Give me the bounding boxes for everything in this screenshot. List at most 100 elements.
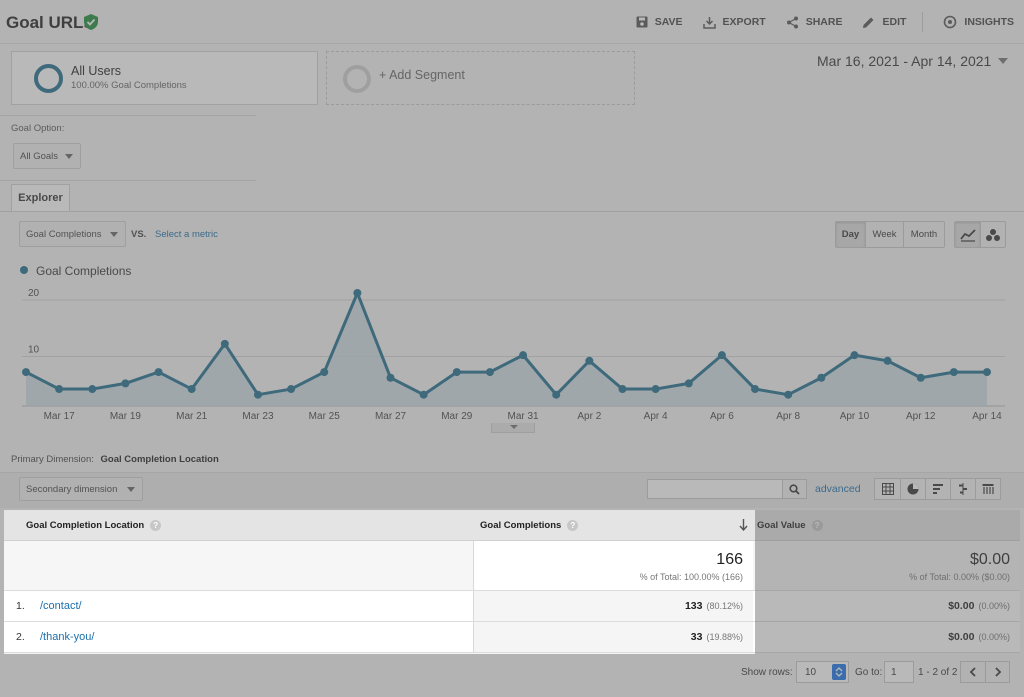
data-point bbox=[850, 351, 859, 360]
share-label: SHARE bbox=[805, 16, 843, 28]
pivot-icon bbox=[982, 484, 994, 494]
secondary-dimension-label: Secondary dimension bbox=[26, 483, 118, 495]
goal-completions-line-chart: 10 20 Mar 17 Mar 19 Mar 21 Mar 23 Mar 25 Mar 27… bbox=[22, 288, 1005, 422]
x-tick-label: Mar 31 bbox=[508, 411, 540, 422]
data-point bbox=[817, 373, 826, 382]
totals-completions-cell: 166 % of Total: 100.00% (166) bbox=[473, 541, 753, 590]
table-view-toggle bbox=[874, 478, 1001, 500]
save-button[interactable]: SAVE bbox=[636, 16, 683, 28]
vs-label: VS. bbox=[131, 229, 147, 240]
metric-dropdown[interactable]: Goal Completions bbox=[19, 221, 126, 247]
legend-series-dot bbox=[20, 266, 28, 274]
segment-all-users[interactable]: All Users 100.00% Goal Completions bbox=[11, 51, 318, 105]
completions-count: 33 bbox=[690, 631, 703, 643]
help-icon[interactable]: ? bbox=[811, 520, 823, 531]
show-rows-value: 10 bbox=[805, 667, 817, 678]
tab-underline bbox=[0, 211, 1024, 212]
date-range-picker[interactable]: Mar 16, 2021 - Apr 14, 2021 bbox=[817, 53, 992, 69]
pivot-view-button[interactable] bbox=[975, 479, 1000, 499]
x-tick-label: Mar 19 bbox=[110, 411, 142, 422]
goto-label: Go to: bbox=[855, 667, 883, 678]
chart-resize-handle[interactable] bbox=[491, 423, 535, 433]
totals-completions-pct: % of Total: 100.00% (166) bbox=[639, 572, 743, 582]
data-point bbox=[220, 339, 229, 348]
series-line bbox=[25, 291, 987, 397]
location-link[interactable]: /thank-you/ bbox=[40, 631, 95, 643]
primary-dimension-label: Primary Dimension: bbox=[11, 454, 94, 465]
export-button[interactable]: EXPORT bbox=[702, 16, 766, 29]
totals-row: 166 % of Total: 100.00% (166) $0.00 % of… bbox=[4, 541, 1020, 591]
location-cell: 1. /contact/ bbox=[4, 591, 473, 621]
line-chart-button[interactable] bbox=[955, 222, 980, 247]
x-tick-label: Mar 17 bbox=[44, 411, 76, 422]
chevron-right-icon bbox=[994, 667, 1001, 677]
x-tick-label: Apr 8 bbox=[776, 411, 800, 422]
data-point bbox=[386, 373, 395, 382]
data-point bbox=[717, 351, 726, 360]
column-header-value[interactable]: Goal Value ? bbox=[757, 510, 823, 541]
select-metric-link[interactable]: Select a metric bbox=[155, 229, 218, 240]
goal-option-dropdown[interactable]: All Goals bbox=[13, 143, 81, 169]
data-point bbox=[22, 368, 30, 377]
table-row: 2. /thank-you/ 33 (19.88%) $0.00 (0.00%) bbox=[4, 622, 1020, 653]
data-point bbox=[419, 390, 428, 399]
percentage-view-button[interactable] bbox=[900, 479, 925, 499]
totals-value: $0.00 bbox=[969, 551, 1010, 568]
actions-divider bbox=[922, 12, 924, 32]
comparison-view-button[interactable] bbox=[950, 479, 975, 499]
share-button[interactable]: SHARE bbox=[786, 16, 843, 29]
totals-value-pct: % of Total: 0.00% ($0.00) bbox=[909, 572, 1010, 582]
totals-label-cell bbox=[4, 541, 473, 590]
insights-icon bbox=[944, 15, 957, 29]
search-button[interactable] bbox=[782, 480, 806, 498]
performance-view-button[interactable] bbox=[925, 479, 950, 499]
add-segment-button[interactable]: + Add Segment bbox=[326, 51, 635, 105]
goal-value-amount: $0.00 bbox=[948, 600, 975, 612]
row-number: 1. bbox=[16, 600, 25, 612]
column-header-location[interactable]: Goal Completion Location ? bbox=[26, 510, 162, 541]
prev-page-button[interactable] bbox=[961, 662, 985, 682]
chevron-down-icon[interactable] bbox=[998, 58, 1008, 64]
next-page-button[interactable] bbox=[985, 662, 1009, 682]
edit-button[interactable]: EDIT bbox=[862, 16, 906, 29]
add-segment-ring-icon bbox=[343, 65, 371, 93]
data-point bbox=[320, 368, 329, 377]
page-nav bbox=[960, 661, 1010, 683]
show-rows-select[interactable]: 10 bbox=[796, 661, 849, 683]
sort-arrow-down-icon[interactable] bbox=[739, 519, 748, 531]
column-header-completions[interactable]: Goal Completions ? bbox=[480, 510, 579, 541]
completions-count: 133 bbox=[684, 600, 703, 612]
location-link[interactable]: /contact/ bbox=[40, 600, 82, 612]
advanced-filter-link[interactable]: advanced bbox=[815, 483, 861, 495]
metric-value: Goal Completions bbox=[26, 228, 102, 240]
table-search-input[interactable] bbox=[647, 479, 807, 499]
goal-value-pct: (0.00%) bbox=[978, 632, 1010, 642]
help-icon[interactable]: ? bbox=[150, 520, 162, 531]
help-icon[interactable]: ? bbox=[567, 520, 579, 531]
completions-value: 33 (19.88%) bbox=[691, 631, 743, 643]
data-view-button[interactable] bbox=[875, 479, 900, 499]
insights-button[interactable]: INSIGHTS bbox=[943, 15, 1014, 29]
motion-chart-button[interactable] bbox=[980, 222, 1005, 247]
secondary-dimension-dropdown[interactable]: Secondary dimension bbox=[19, 477, 143, 501]
x-tick-label: Mar 27 bbox=[375, 411, 407, 422]
pencil-icon bbox=[863, 17, 874, 28]
search-icon bbox=[789, 483, 800, 495]
data-point bbox=[949, 368, 958, 377]
goto-input[interactable]: 1 bbox=[884, 661, 914, 683]
table-toolbar bbox=[0, 472, 1024, 508]
primary-dimension-value[interactable]: Goal Completion Location bbox=[100, 454, 219, 465]
day-button[interactable]: Day bbox=[836, 222, 865, 247]
select-arrows-icon bbox=[832, 664, 846, 680]
save-icon bbox=[636, 16, 648, 28]
data-point bbox=[784, 390, 793, 399]
data-point bbox=[121, 379, 130, 388]
completions-cell: 133 (80.12%) bbox=[473, 591, 753, 621]
data-point bbox=[585, 356, 594, 365]
value-cell: $0.00 (0.00%) bbox=[753, 622, 1020, 652]
chevron-down-icon bbox=[65, 154, 73, 159]
week-button[interactable]: Week bbox=[865, 222, 903, 247]
tab-explorer[interactable]: Explorer bbox=[11, 184, 70, 212]
grid-icon bbox=[881, 483, 894, 495]
month-button[interactable]: Month bbox=[903, 222, 944, 247]
